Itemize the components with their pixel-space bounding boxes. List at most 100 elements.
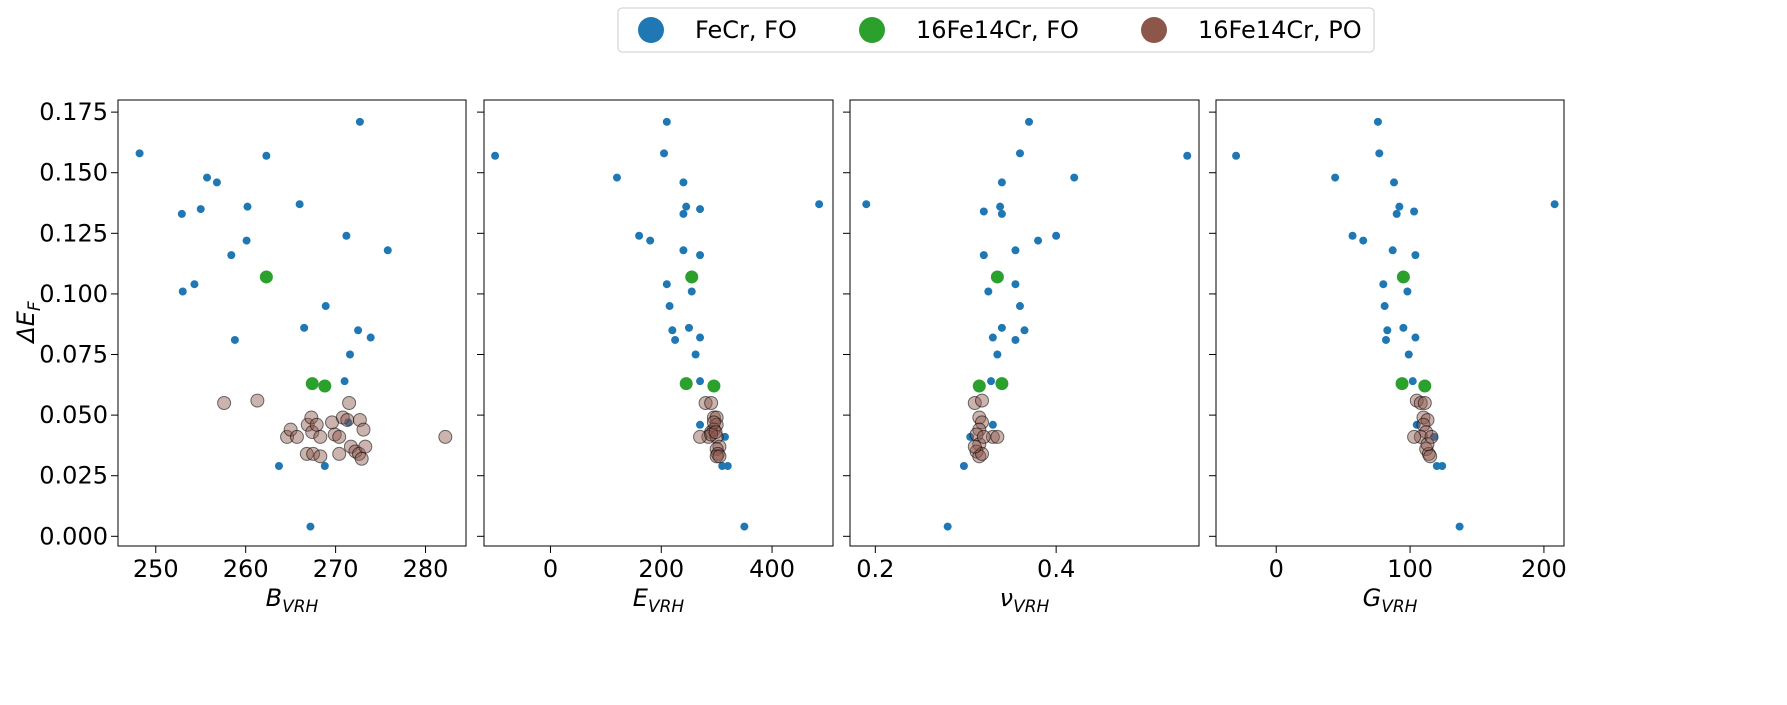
data-point: [668, 326, 677, 335]
data-point: [356, 422, 371, 437]
data-point: [1034, 236, 1043, 245]
x-tick-label: 270: [313, 555, 359, 583]
legend-marker: [638, 17, 664, 43]
x-axis-title-main: E: [633, 584, 649, 612]
data-point: [972, 379, 986, 393]
data-point: [997, 209, 1006, 218]
data-point: [1424, 429, 1439, 444]
data-point: [1411, 251, 1420, 260]
data-point: [1359, 236, 1368, 245]
data-point: [662, 117, 671, 126]
x-tick-label: 250: [133, 555, 179, 583]
data-point: [1025, 117, 1034, 126]
data-point: [313, 449, 328, 464]
data-point: [696, 251, 705, 260]
data-point: [708, 425, 723, 440]
panel: 0 200 400 EVRH: [477, 99, 834, 617]
data-point: [242, 236, 251, 245]
y-axis-title: ΔEF: [12, 301, 45, 345]
data-point: [1409, 393, 1424, 408]
plot-area: [135, 117, 453, 531]
x-axis-title: EVRH: [633, 584, 685, 617]
data-point: [135, 149, 144, 158]
y-tick-label: 0.025: [39, 462, 108, 490]
data-point: [1383, 326, 1392, 335]
x-axis-title-sub: VRH: [1381, 597, 1417, 617]
data-point: [227, 251, 236, 260]
y-tick-label: 0.175: [39, 98, 108, 126]
data-point: [1388, 246, 1397, 255]
data-point: [1375, 149, 1384, 158]
data-point: [230, 335, 239, 344]
y-axis-title-text: ΔEF: [12, 301, 45, 345]
data-point: [354, 326, 363, 335]
data-point: [1410, 207, 1419, 216]
data-point: [1331, 173, 1340, 182]
data-point: [177, 209, 186, 218]
data-point: [723, 462, 732, 471]
data-point: [289, 429, 304, 444]
data-point: [679, 377, 693, 391]
plot-area: [1232, 117, 1559, 531]
panel: 0.000 0.025 0.050 0.075 0.100 0.125 0.150 0.175…: [39, 98, 467, 617]
data-point: [196, 205, 205, 214]
x-axis-title: BVRH: [266, 584, 319, 617]
legend-marker: [1141, 17, 1167, 43]
data-point: [262, 151, 271, 160]
data-point: [696, 377, 705, 386]
x-tick-label: 100: [1387, 555, 1433, 583]
data-point: [438, 429, 453, 444]
data-point: [997, 323, 1006, 332]
x-axis-title-main: ν: [1000, 584, 1013, 612]
data-point: [250, 393, 265, 408]
data-point: [1403, 287, 1412, 296]
data-point: [1015, 302, 1024, 311]
data-point: [346, 350, 354, 359]
data-point: [984, 287, 993, 296]
y-tick-label: 0.125: [39, 219, 108, 247]
data-point: [671, 335, 680, 344]
data-point: [988, 420, 997, 429]
data-point: [646, 236, 655, 245]
panel-frame: [849, 99, 1200, 547]
x-axis-title-sub: VRH: [282, 597, 318, 617]
data-point: [358, 439, 373, 454]
x-tick-label: 260: [223, 555, 269, 583]
data-point: [306, 522, 315, 531]
data-point: [993, 350, 1002, 359]
data-point: [1408, 377, 1417, 386]
x-axis-title: GVRH: [1363, 584, 1418, 617]
y-tick-label: 0.050: [39, 401, 108, 429]
data-point: [959, 462, 968, 471]
panel-frame: [483, 99, 834, 547]
data-point: [696, 333, 705, 342]
data-point: [943, 522, 952, 531]
x-tick-label: 0: [1269, 555, 1284, 583]
data-point: [997, 178, 1006, 187]
data-point: [332, 446, 347, 461]
data-point: [1011, 246, 1020, 255]
data-point: [712, 449, 727, 464]
data-point: [696, 420, 705, 429]
data-point: [1417, 395, 1432, 410]
panel-frame: [1215, 99, 1565, 547]
x-tick-label: 0: [543, 555, 558, 583]
data-point: [1348, 231, 1357, 240]
data-point: [698, 395, 713, 410]
data-point: [332, 429, 347, 444]
data-point: [1407, 429, 1422, 444]
data-point: [665, 302, 674, 311]
data-point: [709, 442, 724, 457]
data-point: [1395, 202, 1404, 211]
data-point: [1011, 280, 1020, 289]
y-axis-title-main: ΔE: [12, 310, 40, 344]
data-point: [309, 417, 324, 432]
data-point: [280, 429, 295, 444]
data-point: [212, 178, 221, 187]
data-point: [979, 251, 988, 260]
data-point: [1183, 151, 1192, 160]
data-point: [355, 117, 364, 126]
y-tick-label: 0.075: [39, 341, 108, 369]
data-point: [976, 429, 991, 444]
